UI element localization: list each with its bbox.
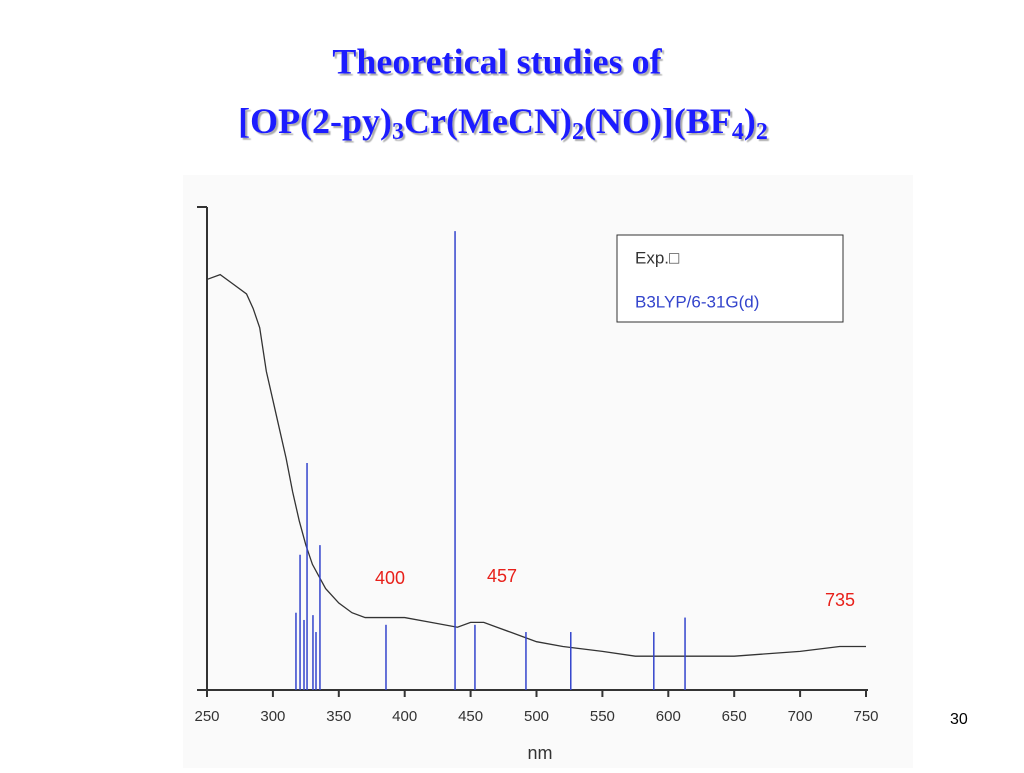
- annotation: 400: [375, 568, 405, 588]
- title-line-1: Theoretical studies of: [332, 41, 662, 81]
- x-tick-label: 750: [853, 708, 878, 725]
- x-axis-label: nm: [527, 743, 552, 763]
- annotation: 735: [825, 590, 855, 610]
- x-tick-label: 250: [194, 708, 219, 725]
- x-tick-label: 550: [590, 708, 615, 725]
- title-subscript: 2: [756, 119, 768, 145]
- legend-entry: Exp.□: [635, 248, 679, 267]
- x-tick-label: 700: [788, 708, 813, 725]
- title-subscript: 3: [392, 119, 404, 145]
- legend-box: [616, 234, 844, 323]
- x-tick-label: 500: [524, 708, 549, 725]
- x-tick-label: 350: [326, 708, 351, 725]
- title-text: Cr(MeCN): [404, 101, 572, 141]
- page-number: 30: [950, 711, 968, 728]
- legend-entry: B3LYP/6-31G(d): [635, 292, 759, 311]
- x-tick-label: 300: [260, 708, 285, 725]
- x-tick-label: 400: [392, 708, 417, 725]
- title-text: ): [744, 101, 756, 141]
- x-tick-label: 450: [458, 708, 483, 725]
- x-tick-label: 600: [656, 708, 681, 725]
- title-subscript: 4: [732, 119, 744, 145]
- exp-curve: [206, 273, 866, 657]
- annotation: 457: [487, 566, 517, 586]
- x-tick-label: 650: [722, 708, 747, 725]
- title-text: [OP(2-py): [238, 101, 392, 141]
- title-subscript: 2: [572, 119, 584, 145]
- title-line-2: [OP(2-py)3Cr(MeCN)2(NO)](BF4)2: [238, 101, 768, 144]
- title-text: (NO)](BF: [584, 101, 732, 141]
